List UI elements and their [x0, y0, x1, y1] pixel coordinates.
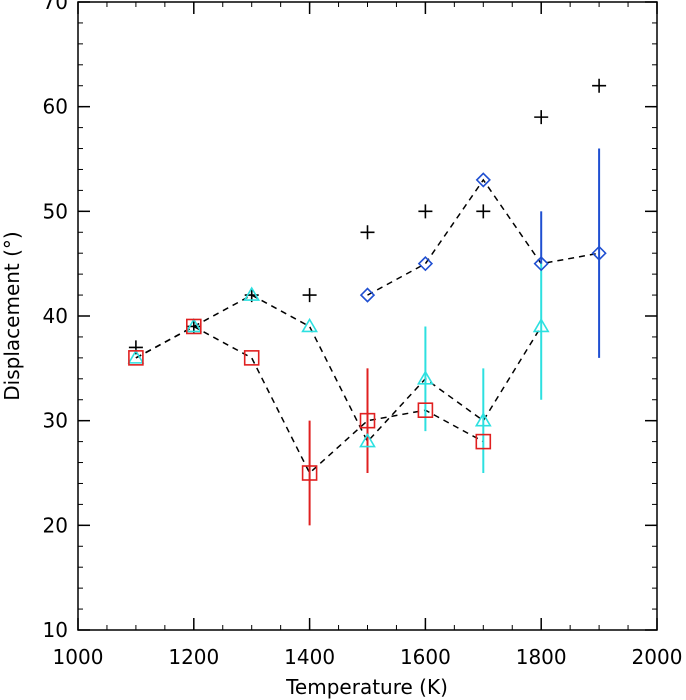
square-marker [475, 433, 492, 450]
plus-marker [302, 288, 317, 303]
y-tick-label: 50 [43, 199, 68, 223]
triangle-marker [243, 286, 261, 301]
series-1-line [367, 178, 600, 296]
error-bars [308, 148, 601, 526]
x-tick-label: 1000 [53, 645, 104, 669]
plus-marker [476, 204, 491, 219]
x-tick-label: 1600 [400, 645, 451, 669]
x-tick-label: 1800 [516, 645, 567, 669]
plot-frame [77, 1, 658, 631]
x-tick-label: 1200 [168, 645, 219, 669]
triangle-marker [359, 433, 376, 448]
diamond-marker [359, 287, 376, 303]
y-tick-label: 40 [43, 304, 68, 328]
triangle-marker [185, 317, 203, 333]
markers [127, 78, 607, 481]
diamond-marker [533, 256, 549, 272]
square-marker [301, 465, 318, 481]
triangle-marker [532, 317, 550, 333]
triangle-marker [417, 370, 434, 385]
x-tick-labels: 1000 1200 1400 1600 1800 2000 [53, 645, 683, 669]
diamond-marker [591, 245, 607, 261]
plus-marker [534, 110, 549, 125]
square-marker [417, 402, 434, 419]
diamond-marker [475, 172, 491, 188]
minor-ticks [77, 1, 658, 631]
square-marker [359, 412, 376, 429]
y-tick-label: 60 [43, 95, 68, 119]
x-axis-title: Temperature (K) [285, 675, 448, 699]
triangle-marker [127, 349, 145, 364]
plus-marker [360, 225, 375, 240]
y-tick-labels: 10 20 30 40 50 60 70 [43, 0, 68, 642]
x-tick-label: 2000 [632, 645, 683, 669]
y-tick-label: 20 [43, 513, 68, 537]
x-tick-label: 1400 [284, 645, 335, 669]
plus-marker [592, 78, 607, 93]
plus-marker [418, 204, 433, 219]
major-ticks [77, 1, 658, 631]
diamond-marker [417, 256, 434, 272]
triangle-marker [474, 412, 492, 427]
triangle-marker [301, 317, 318, 333]
square-marker [128, 350, 144, 366]
y-tick-label: 30 [43, 409, 68, 433]
y-tick-label: 10 [43, 618, 68, 642]
y-tick-label: 70 [43, 0, 68, 14]
square-marker [186, 318, 202, 335]
y-axis-title: Displacement (°) [0, 231, 24, 400]
square-marker [243, 350, 260, 366]
